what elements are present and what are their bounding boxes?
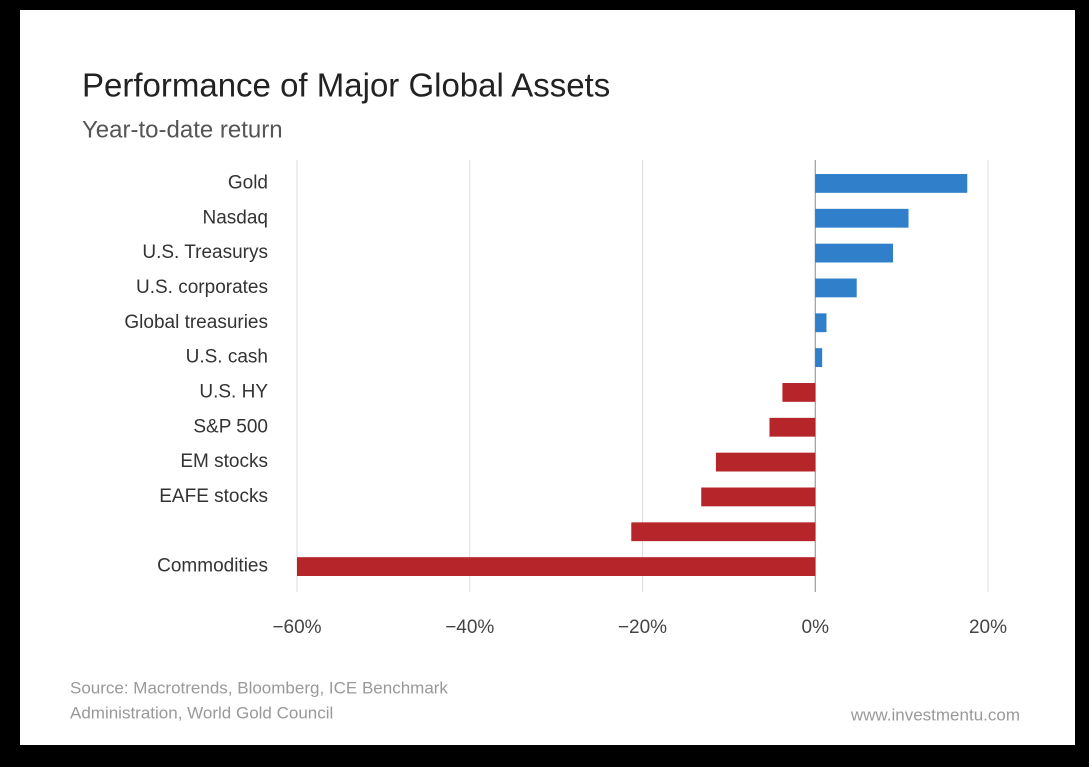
y-tick-label: U.S. HY bbox=[199, 381, 268, 402]
y-tick-label: Nasdaq bbox=[203, 207, 269, 228]
source: Administration, World Gold Council bbox=[70, 703, 333, 722]
bar bbox=[815, 278, 857, 298]
bar bbox=[631, 522, 816, 542]
bar bbox=[701, 487, 816, 507]
x-tick-label: 0% bbox=[802, 617, 830, 638]
x-tick-label: 20% bbox=[969, 617, 1007, 638]
x-tick-label: −40% bbox=[445, 617, 494, 638]
x-tick-label: −20% bbox=[618, 617, 667, 638]
bar bbox=[815, 208, 909, 228]
y-tick-label: Commodities bbox=[157, 556, 268, 577]
bar bbox=[715, 452, 816, 472]
y-tick-label: Gold bbox=[228, 172, 268, 193]
chart-title: Performance of Major Global Assets bbox=[82, 67, 610, 104]
source: Source: Macrotrends, Bloomberg, ICE Benc… bbox=[70, 678, 448, 697]
y-tick-label: U.S. corporates bbox=[136, 277, 268, 298]
y-tick-label: EM stocks bbox=[180, 451, 268, 472]
credit: www.investmentu.com bbox=[850, 705, 1020, 724]
y-tick-label: Global treasuries bbox=[124, 312, 268, 333]
bar bbox=[297, 557, 816, 576]
bar bbox=[815, 174, 968, 193]
bar bbox=[815, 243, 893, 263]
card bbox=[20, 10, 1075, 745]
y-tick-label: S&P 500 bbox=[193, 416, 268, 437]
x-tick-label: −60% bbox=[272, 617, 321, 638]
bar bbox=[815, 348, 823, 367]
chart-subtitle: Year-to-date return bbox=[82, 116, 283, 143]
bar bbox=[815, 313, 827, 333]
y-tick-label: U.S. cash bbox=[186, 347, 268, 368]
bar bbox=[769, 417, 816, 437]
bar bbox=[782, 383, 816, 402]
y-tick-label: EAFE stocks bbox=[159, 486, 268, 507]
y-tick-label: U.S. Treasurys bbox=[142, 242, 268, 263]
